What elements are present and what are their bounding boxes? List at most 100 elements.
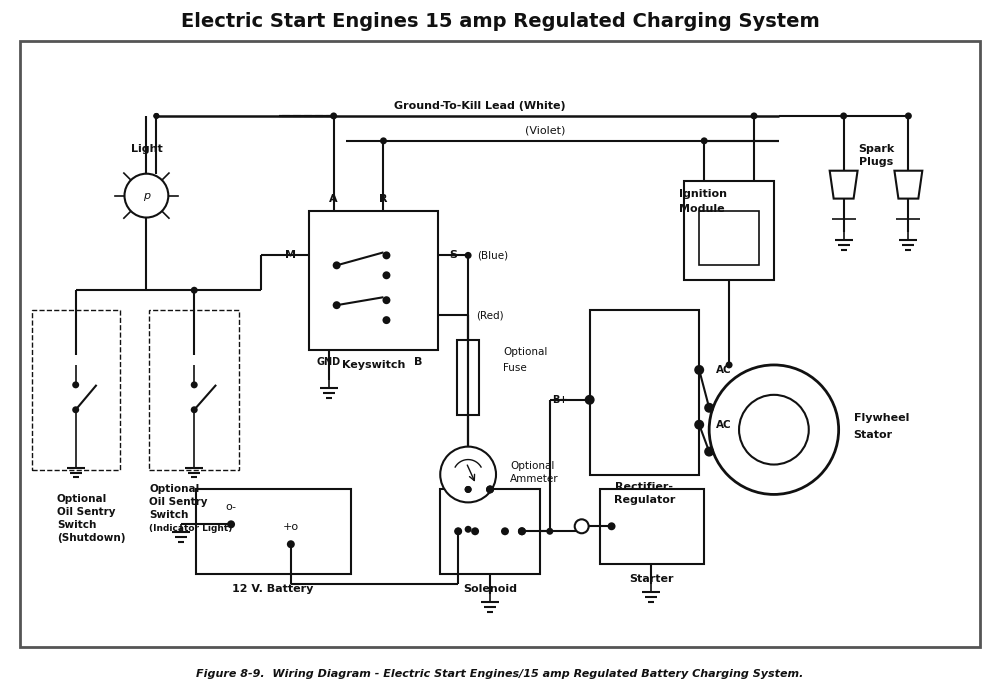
Text: 12 V. Battery: 12 V. Battery [232, 584, 314, 594]
Bar [440, 489, 540, 574]
Circle shape [333, 261, 341, 269]
Text: Optional: Optional [510, 461, 554, 470]
Text: AC: AC [716, 419, 732, 430]
Circle shape [840, 113, 847, 120]
Circle shape [575, 519, 589, 533]
Circle shape [72, 406, 79, 413]
Circle shape [382, 271, 390, 280]
Circle shape [440, 447, 496, 503]
Circle shape [501, 527, 509, 535]
Text: Oil Sentry: Oil Sentry [57, 507, 115, 517]
Circle shape [739, 395, 809, 465]
Circle shape [486, 486, 494, 493]
Text: Plugs: Plugs [859, 157, 894, 167]
Polygon shape [894, 171, 922, 199]
Circle shape [465, 486, 472, 493]
Text: Optional: Optional [503, 347, 547, 357]
Circle shape [585, 395, 595, 405]
Text: Ground-To-Kill Lead (White): Ground-To-Kill Lead (White) [394, 101, 566, 111]
Text: Flywheel: Flywheel [854, 412, 909, 423]
Circle shape [287, 540, 295, 548]
Bar [684, 180, 774, 280]
Text: Regulator: Regulator [614, 496, 675, 505]
Circle shape [546, 528, 553, 535]
Text: Rectifier-: Rectifier- [615, 482, 673, 493]
Text: R: R [379, 194, 388, 203]
Circle shape [124, 173, 168, 217]
Circle shape [701, 137, 708, 144]
Circle shape [486, 486, 494, 493]
Circle shape [333, 301, 341, 309]
Circle shape [518, 527, 526, 535]
Text: Switch: Switch [149, 510, 189, 520]
Circle shape [382, 296, 390, 304]
Text: AC: AC [716, 365, 732, 375]
Circle shape [751, 113, 757, 120]
Text: p: p [143, 191, 150, 201]
Circle shape [694, 365, 704, 375]
Text: (Red): (Red) [476, 310, 504, 320]
Text: S: S [449, 250, 457, 260]
Text: o-: o- [226, 503, 237, 512]
Circle shape [330, 113, 337, 120]
Circle shape [191, 382, 198, 389]
Polygon shape [830, 171, 858, 199]
Circle shape [726, 361, 733, 368]
Circle shape [465, 252, 472, 259]
Text: Optional: Optional [149, 484, 200, 494]
Bar [600, 489, 704, 564]
Circle shape [153, 113, 159, 119]
Text: Starter: Starter [629, 574, 674, 584]
Circle shape [382, 316, 390, 324]
Text: B+: B+ [552, 395, 568, 405]
Circle shape [704, 447, 714, 456]
Bar [149, 310, 239, 470]
Circle shape [471, 527, 479, 535]
Bar [196, 489, 351, 574]
Text: Module: Module [679, 203, 725, 214]
Circle shape [905, 113, 912, 120]
Bar [457, 340, 479, 415]
Circle shape [694, 419, 704, 430]
Circle shape [465, 526, 472, 533]
Text: A: A [329, 194, 338, 203]
Circle shape [465, 486, 472, 493]
Bar [699, 210, 759, 266]
Circle shape [455, 528, 462, 535]
Circle shape [608, 522, 616, 531]
Text: Electric Start Engines 15 amp Regulated Charging System: Electric Start Engines 15 amp Regulated … [181, 12, 819, 31]
Circle shape [227, 520, 235, 528]
Circle shape [518, 527, 526, 535]
Text: +o: +o [283, 522, 299, 533]
Text: Stator: Stator [854, 430, 893, 440]
Text: GND: GND [317, 357, 341, 367]
Text: Keyswitch: Keyswitch [342, 360, 405, 370]
Text: Optional: Optional [57, 494, 107, 505]
Text: Ignition: Ignition [679, 189, 727, 199]
Text: Ammeter: Ammeter [510, 475, 559, 484]
Text: (Indicator Light): (Indicator Light) [149, 524, 233, 533]
Circle shape [454, 527, 462, 535]
Circle shape [382, 252, 390, 259]
Text: B: B [414, 357, 423, 367]
Bar [309, 210, 438, 350]
Circle shape [153, 113, 159, 119]
Text: (Blue): (Blue) [477, 250, 509, 260]
Text: (Violet): (Violet) [525, 126, 565, 136]
Bar [590, 310, 699, 475]
Text: Figure 8-9.  Wiring Diagram - Electric Start Engines/15 amp Regulated Battery Ch: Figure 8-9. Wiring Diagram - Electric St… [196, 669, 804, 679]
Text: (Shutdown): (Shutdown) [57, 533, 125, 543]
Text: Switch: Switch [57, 520, 96, 531]
Bar [32, 310, 120, 470]
Text: M: M [285, 250, 296, 260]
Circle shape [704, 403, 714, 412]
Bar [20, 41, 980, 647]
Circle shape [191, 287, 198, 294]
Text: Fuse: Fuse [503, 363, 527, 373]
Circle shape [191, 406, 198, 413]
Text: Solenoid: Solenoid [463, 584, 517, 594]
Text: Spark: Spark [858, 144, 895, 154]
Circle shape [380, 137, 387, 144]
Text: Light: Light [131, 144, 162, 154]
Text: Oil Sentry: Oil Sentry [149, 498, 208, 507]
